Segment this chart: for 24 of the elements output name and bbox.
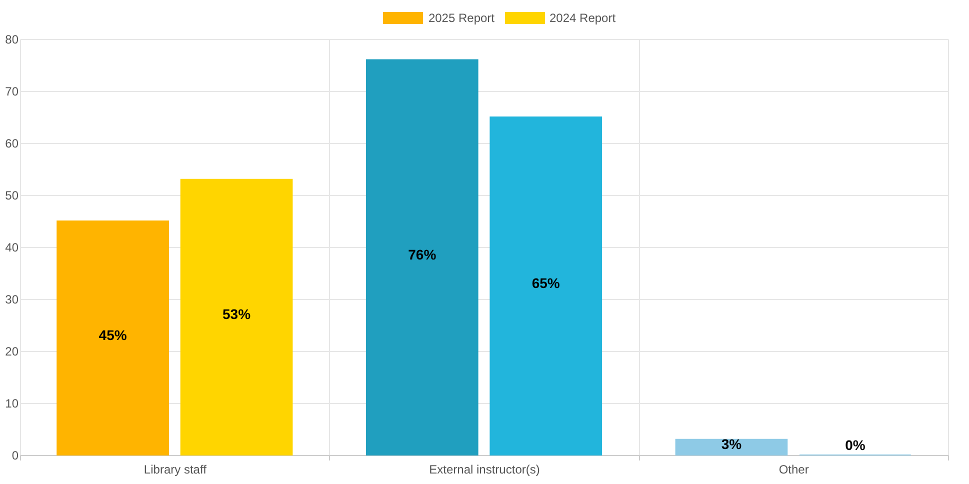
bar xyxy=(490,116,602,456)
x-tick-label: External instructor(s) xyxy=(429,462,540,476)
y-tick-label: 40 xyxy=(5,240,19,254)
x-tick-label: Other xyxy=(778,462,809,476)
data-label: 53% xyxy=(222,306,252,322)
bar xyxy=(56,220,169,456)
y-tick-label: 80 xyxy=(5,32,19,46)
y-tick-label: 70 xyxy=(5,84,19,98)
y-tick-label: 10 xyxy=(5,396,19,410)
x-tick-label: Library staff xyxy=(144,462,208,476)
bar xyxy=(366,59,478,456)
data-label: 65% xyxy=(532,275,560,291)
bar xyxy=(180,178,293,456)
y-tick-label: 60 xyxy=(5,136,19,150)
y-tick-label: 30 xyxy=(5,292,19,306)
legend-label: 2024 Report xyxy=(550,11,616,25)
data-label: 45% xyxy=(98,327,128,343)
data-label: 0% xyxy=(845,437,866,453)
y-tick-label: 0 xyxy=(12,448,19,462)
y-tick-label: 20 xyxy=(5,344,19,358)
data-label: 76% xyxy=(408,246,437,262)
data-label: 3% xyxy=(721,436,742,452)
legend-label: 2025 Report xyxy=(428,11,494,25)
y-tick-label: 50 xyxy=(5,188,19,202)
